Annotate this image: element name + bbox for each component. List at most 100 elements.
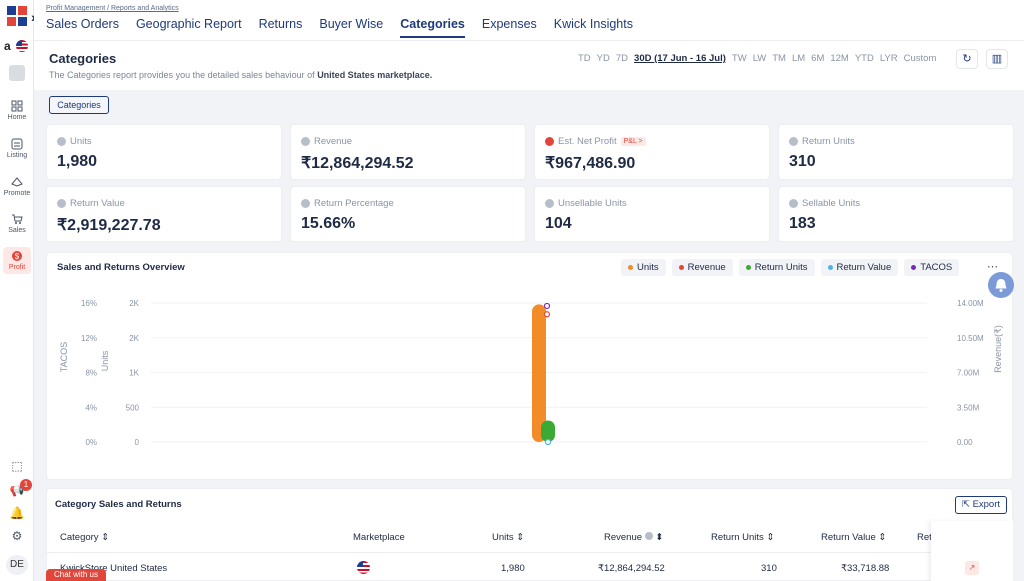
range-ytd[interactable]: YTD <box>854 53 874 64</box>
legend-revenue[interactable]: Revenue <box>671 259 733 276</box>
range-30d[interactable]: 30D (17 Jun - 16 Jul) <box>634 53 726 64</box>
range-td[interactable]: TD <box>578 53 591 64</box>
range-lm[interactable]: LM <box>791 53 806 64</box>
tab-expenses[interactable]: Expenses <box>481 17 537 31</box>
info-icon[interactable] <box>789 199 798 208</box>
amazon-icon[interactable]: a <box>4 39 11 53</box>
tab-sales-orders[interactable]: Sales Orders <box>46 17 119 31</box>
sort-icon[interactable]: ⇕ <box>878 532 887 543</box>
metric-card-return-percentage: Return Percentage 15.66% <box>290 186 526 242</box>
range-12m[interactable]: 12M <box>830 53 849 64</box>
refresh-icon[interactable]: ↻ <box>956 49 978 69</box>
info-icon[interactable] <box>57 199 66 208</box>
legend-units[interactable]: Units <box>621 259 666 276</box>
metric-card-return-value: Return Value ₹2,919,227.78 <box>46 186 282 242</box>
units-tick-label: 2K <box>129 334 139 343</box>
info-icon[interactable] <box>789 137 798 146</box>
revenue-tick-label: 10.50M <box>957 334 984 343</box>
range-yd[interactable]: YD <box>596 53 610 64</box>
sidebar-item-profit[interactable]: $ Profit <box>3 247 31 274</box>
metric-card-net-profit: Est. Net Profit P&L > ₹967,486.90 <box>534 124 770 180</box>
tacos-tick-label: 12% <box>81 334 97 343</box>
column-header-revenue[interactable]: Revenue ⬍ <box>604 532 664 543</box>
info-icon[interactable] <box>545 199 554 208</box>
page-description: The Categories report provides you the d… <box>49 70 433 80</box>
legend-tacos[interactable]: TACOS <box>904 259 960 276</box>
point-return-value <box>544 438 552 446</box>
home-icon <box>11 100 23 112</box>
metric-value: 1,980 <box>57 153 98 170</box>
column-header-return-units[interactable]: Return Units ⇕ <box>711 532 775 543</box>
app-logo[interactable] <box>7 6 27 26</box>
info-icon[interactable] <box>301 137 310 146</box>
range-lyr[interactable]: LYR <box>879 53 898 64</box>
page-title: Categories <box>49 51 117 66</box>
column-header-category[interactable]: Category ⇕ <box>60 532 110 543</box>
sidebar-item-sales[interactable]: Sales <box>0 213 34 234</box>
alert-info-icon[interactable] <box>545 137 554 146</box>
more-options-icon[interactable]: ⋯ <box>987 261 998 273</box>
sidebar-item-listing[interactable]: Listing <box>0 138 34 159</box>
sort-icon[interactable]: ⇕ <box>101 532 110 543</box>
metric-value: ₹2,919,227.78 <box>57 217 161 234</box>
profit-icon: $ <box>12 251 22 261</box>
legend-return-units[interactable]: Return Units <box>738 259 815 276</box>
point-tacos <box>543 302 551 310</box>
point-revenue <box>543 311 551 318</box>
tacos-tick-label: 0% <box>85 438 97 447</box>
user-avatar[interactable]: DE <box>6 555 28 575</box>
table-title: Category Sales and Returns <box>55 499 182 510</box>
info-icon[interactable] <box>301 199 310 208</box>
breadcrumb[interactable]: Profit Management / Reports and Analytic… <box>46 5 179 12</box>
bell-icon[interactable]: 🔔 <box>9 506 25 520</box>
revenue-tick-label: 7.00M <box>957 369 980 378</box>
tacos-tick-label: 16% <box>81 299 97 308</box>
chat-with-us-button[interactable]: Chat with us <box>46 569 106 581</box>
metric-value: 310 <box>789 153 816 170</box>
cell-revenue: ₹12,864,294.52 <box>598 563 665 574</box>
range-6m[interactable]: 6M <box>811 53 825 64</box>
metric-value: 104 <box>545 215 572 232</box>
revenue-tick-label: 14.00M <box>957 299 984 308</box>
settings-gear-icon[interactable]: ⚙ <box>11 529 23 543</box>
tab-geographic-report[interactable]: Geographic Report <box>135 17 242 31</box>
us-flag-icon[interactable] <box>16 40 28 52</box>
range-lw[interactable]: LW <box>752 53 767 64</box>
bar-return-units <box>541 420 555 442</box>
range-tw[interactable]: TW <box>731 53 747 64</box>
export-button[interactable]: ⇱ Export <box>955 496 1007 514</box>
range-custom[interactable]: Custom <box>903 53 937 64</box>
sidebar-item-label: Profit <box>8 264 26 271</box>
metric-card-revenue: Revenue ₹12,864,294.52 <box>290 124 526 180</box>
trend-chart-icon[interactable]: ↗ <box>965 561 979 575</box>
svg-text:$: $ <box>15 252 20 261</box>
categories-filter-button[interactable]: Categories <box>49 96 109 114</box>
info-icon[interactable] <box>57 137 66 146</box>
range-7d[interactable]: 7D <box>615 53 629 64</box>
sidebar-item-home[interactable]: Home <box>0 100 34 121</box>
tab-returns[interactable]: Returns <box>258 17 303 31</box>
units-tick-label: 2K <box>129 299 139 308</box>
columns-icon[interactable]: ▥ <box>986 49 1008 69</box>
pl-link-badge[interactable]: P&L > <box>620 137 646 146</box>
tab-kwick-insights[interactable]: Kwick Insights <box>553 17 633 31</box>
marketplace-name: United States marketplace. <box>317 70 433 80</box>
sort-desc-icon[interactable]: ⬍ <box>655 532 664 543</box>
column-header-return-value[interactable]: Return Value ⇕ <box>821 532 887 543</box>
sidebar-item-promote[interactable]: Promote <box>0 176 34 197</box>
cell-category[interactable]: KwickStore United States <box>60 563 168 574</box>
legend-dot <box>628 265 633 270</box>
column-header-units[interactable]: Units ⇕ <box>492 532 525 543</box>
tab-categories[interactable]: Categories <box>400 17 465 38</box>
floating-bell-button[interactable] <box>988 272 1014 298</box>
sort-icon[interactable]: ⇕ <box>516 532 525 543</box>
info-icon[interactable] <box>644 532 653 540</box>
legend-return-value[interactable]: Return Value <box>820 259 899 276</box>
metric-card-unsellable-units: Unsellable Units 104 <box>534 186 770 242</box>
range-tm[interactable]: TM <box>772 53 786 64</box>
profile-icon[interactable] <box>9 65 25 81</box>
category-table-panel: Category Sales and Returns ⇱ Export Cate… <box>46 488 1013 581</box>
tab-buyer-wise[interactable]: Buyer Wise <box>319 17 384 31</box>
sort-icon[interactable]: ⇕ <box>766 532 775 543</box>
box-icon[interactable]: ⬚ <box>11 459 23 473</box>
